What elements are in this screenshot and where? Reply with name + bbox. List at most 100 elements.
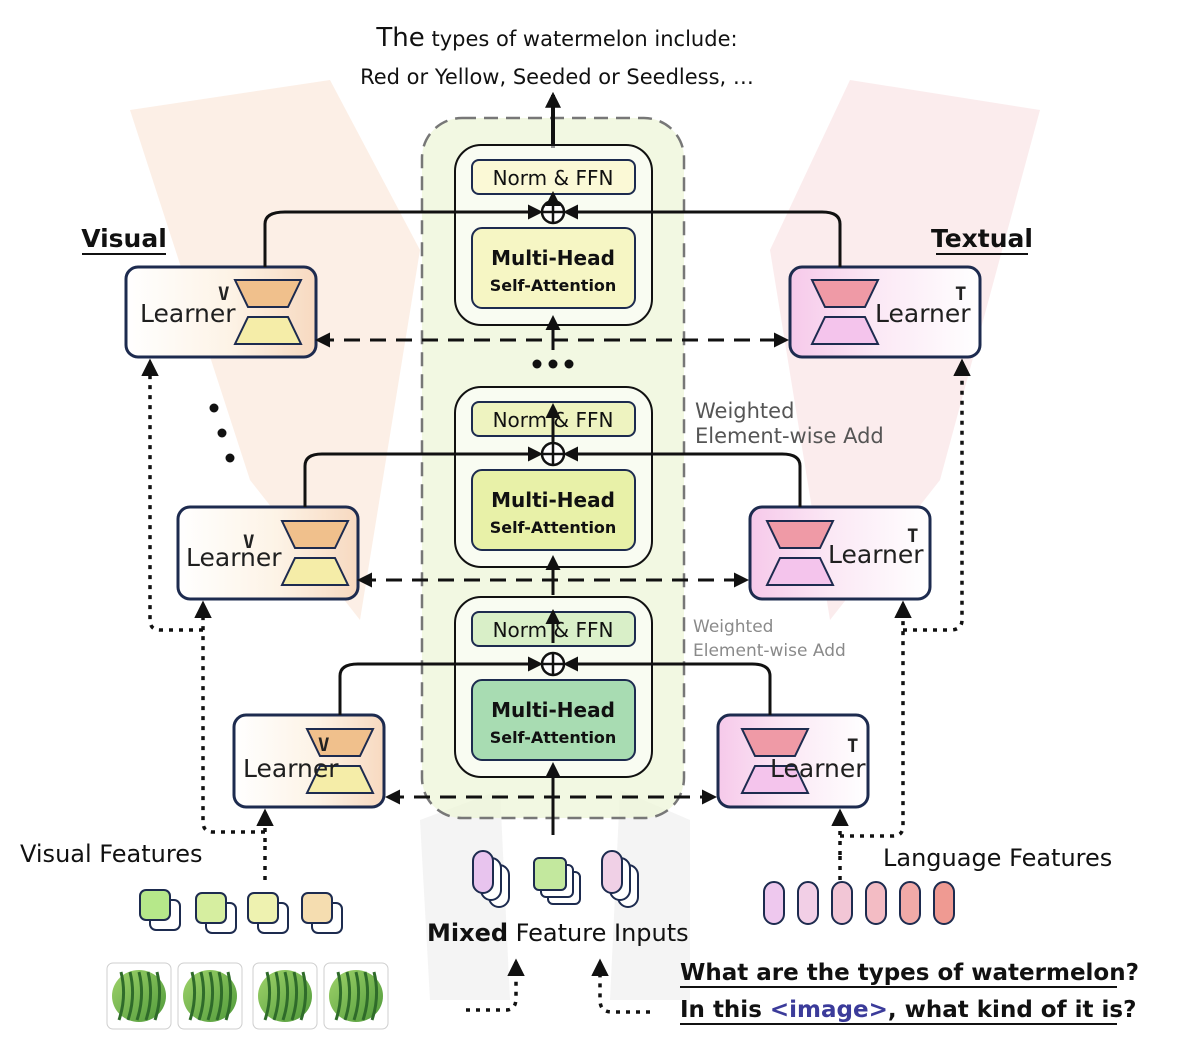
- weighted-label-bottom-line1: Weighted: [693, 617, 773, 637]
- learner-superscript: T: [847, 735, 858, 757]
- visual-to-add-line-2: [303, 446, 543, 507]
- melon-stripe: [117, 971, 126, 1021]
- learner-label: Learner: [140, 299, 236, 328]
- melon-stripe: [188, 971, 197, 1021]
- learner-label: Learner: [243, 754, 339, 783]
- self-attention-label: Self-Attention: [490, 728, 617, 747]
- ellipsis-dots-center: [532, 359, 574, 369]
- visual-features-label: Visual Features: [20, 840, 202, 868]
- language-feed-to-learner2: [840, 600, 912, 838]
- ellipsis-dots-visual: [209, 403, 235, 463]
- melon-stripe: [197, 971, 206, 1021]
- output-text-line1: The types of watermelon include:: [375, 23, 737, 53]
- textual-label: Textual: [931, 224, 1033, 253]
- question-1: What are the types of watermelon?: [680, 960, 1139, 986]
- visual-to-add-line-3: [338, 656, 543, 715]
- multi-head-attention-box: [471, 679, 636, 761]
- learner-down-projection: [810, 279, 880, 308]
- norm-ffn-label: Norm & FFN: [493, 166, 614, 190]
- multi-head-label: Multi-Head: [491, 698, 615, 722]
- language-token-2: [797, 881, 819, 925]
- melon-stripe: [215, 971, 224, 1021]
- image-input-up: [466, 958, 525, 1012]
- melon-stripe: [361, 971, 370, 1021]
- learner-superscript: T: [907, 525, 918, 547]
- weighted-label-bottom-line2: Element-wise Add: [693, 641, 846, 661]
- melon-stripe: [144, 971, 153, 1021]
- melon-body: [183, 970, 237, 1022]
- textual-to-add-line-1: [563, 204, 842, 267]
- self-attention-label: Self-Attention: [490, 518, 617, 537]
- visual-token-1: [139, 889, 171, 921]
- learner-up-projection: [280, 557, 350, 586]
- mixed-visual-token: [533, 857, 567, 891]
- transformer-block-1: Norm & FFN Multi-Head Self-Attention: [454, 144, 653, 326]
- watermelon-image-4: [323, 962, 389, 1030]
- mixed-features-label: Mixed Feature Inputs: [427, 919, 689, 947]
- multi-head-attention-box: [471, 227, 636, 309]
- melon-stripe: [334, 971, 343, 1021]
- melon-stripe: [272, 971, 281, 1021]
- mixed-text-token-a: [472, 850, 494, 894]
- language-token-1: [763, 881, 785, 925]
- learner-down-projection: [280, 520, 350, 549]
- language-token-3: [831, 881, 853, 925]
- self-attention-label: Self-Attention: [490, 276, 617, 295]
- learner-up-projection: [305, 765, 375, 794]
- textual-to-add-line-3: [563, 656, 772, 715]
- textual-to-add-line-2: [563, 446, 802, 507]
- weighted-label-top-line2: Element-wise Add: [695, 424, 884, 448]
- learner-superscript: V: [243, 531, 254, 553]
- visual-feed-to-learner2: [194, 600, 265, 834]
- mixed-text-token-b: [601, 850, 623, 894]
- melon-stripe: [352, 971, 361, 1021]
- visual-token-3: [247, 892, 279, 924]
- learner-up-projection: [233, 316, 303, 345]
- melon-stripe: [263, 971, 272, 1021]
- language-features-label: Language Features: [883, 844, 1112, 872]
- visual-to-add-line-1: [263, 204, 543, 267]
- melon-stripe: [343, 971, 352, 1021]
- visual-token-2: [195, 892, 227, 924]
- watermelon-image-3: [252, 962, 318, 1030]
- melon-stripe: [281, 971, 290, 1021]
- learner-up-projection: [765, 557, 835, 586]
- learner-up-projection: [810, 316, 880, 345]
- language-token-4: [865, 881, 887, 925]
- learner-label: Learner: [770, 754, 866, 783]
- melon-stripe: [153, 971, 162, 1021]
- question-2: In this <image>, what kind of it is?: [680, 997, 1136, 1023]
- learner-down-projection: [765, 520, 835, 549]
- watermelon-image-1: [106, 962, 172, 1030]
- melon-stripe: [290, 971, 299, 1021]
- melon-stripe: [126, 971, 135, 1021]
- learner-superscript: V: [318, 734, 329, 756]
- learner-label: Learner: [828, 540, 924, 569]
- visual-feed-to-learner1: [141, 358, 203, 632]
- melon-body: [329, 970, 383, 1022]
- melon-stripe: [224, 971, 233, 1021]
- weighted-label-top-line1: Weighted: [695, 399, 794, 423]
- melon-stripe: [135, 971, 144, 1021]
- learner-down-projection: [740, 728, 810, 757]
- melon-body: [258, 970, 312, 1022]
- melon-body: [112, 970, 166, 1022]
- melon-stripe: [299, 971, 308, 1021]
- melon-stripe: [370, 971, 379, 1021]
- learner-superscript: T: [955, 283, 966, 305]
- visual-token-4: [301, 892, 333, 924]
- multi-head-label: Multi-Head: [491, 246, 615, 270]
- learner-label: Learner: [186, 543, 282, 572]
- learner-down-projection: [233, 279, 303, 308]
- language-token-5: [899, 881, 921, 925]
- watermelon-image-2: [177, 962, 243, 1030]
- learner-down-projection: [305, 728, 375, 757]
- language-token-6: [933, 881, 955, 925]
